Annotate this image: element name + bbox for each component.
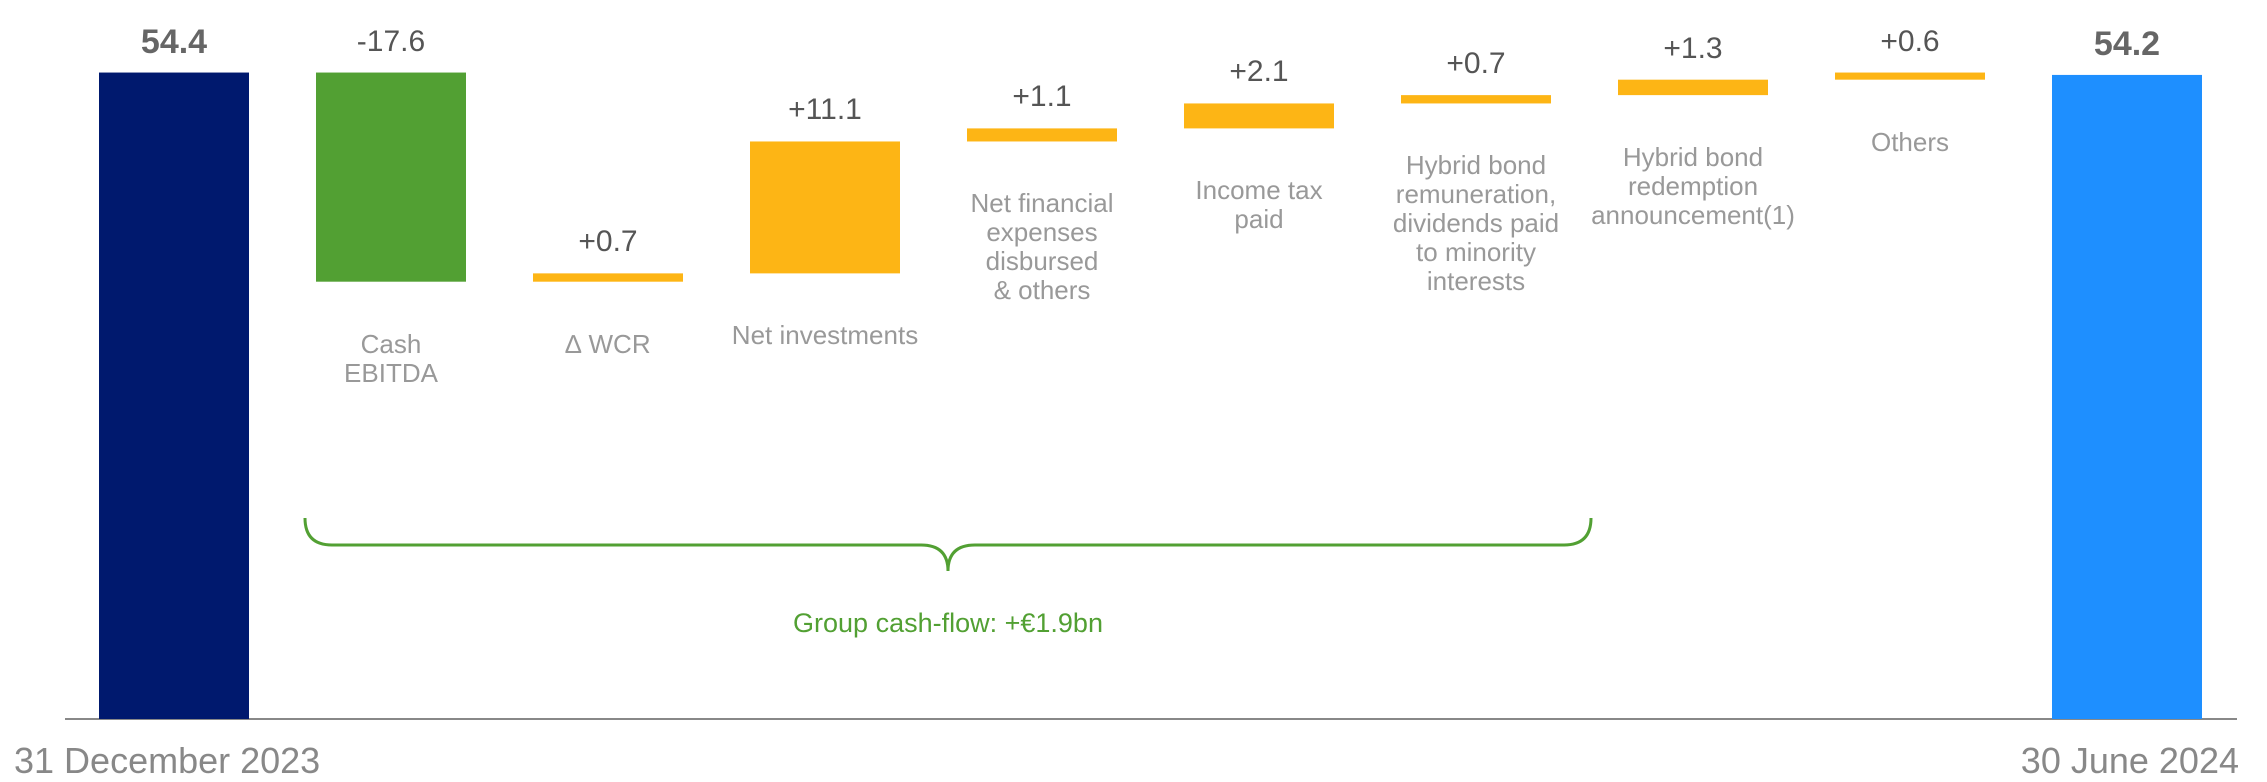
category-label: Hybrid bond remuneration, dividends paid… (1392, 150, 1560, 297)
value-label: +2.1 (1229, 55, 1289, 89)
end-bar (2052, 74, 2202, 719)
category-label: Net financial expenses disbursed & other… (970, 188, 1114, 306)
annotation: Group cash-flow: +€1.9bn (793, 608, 1103, 638)
category-label: Net investments (731, 320, 919, 351)
value-label: +1.1 (1012, 80, 1072, 114)
value-label: -17.6 (356, 24, 426, 58)
step-bar (1184, 103, 1334, 129)
step-bar (750, 141, 900, 274)
category-label: ∆ WCR (565, 328, 651, 359)
category-label: Income tax paid (1195, 175, 1323, 235)
category-label: Hybrid bond redemption announcement(1) (1591, 142, 1795, 231)
value-label: +11.1 (788, 93, 862, 127)
start-bar (99, 72, 249, 719)
value-label: +1.3 (1663, 31, 1723, 65)
start-value: 54.4 (140, 22, 208, 61)
step-bar (533, 273, 683, 282)
end-value: 54.2 (2093, 24, 2161, 63)
category-label: Cash EBITDA (344, 328, 438, 388)
category-label: Others (1870, 126, 1950, 157)
start-date: 31 December 2023 (14, 740, 321, 781)
step-bar (967, 128, 1117, 142)
brace (303, 517, 1593, 572)
step-bar (1401, 95, 1551, 104)
step-bar (1835, 72, 1985, 80)
value-label: +0.7 (1446, 47, 1506, 81)
value-label: +0.6 (1880, 24, 1940, 58)
step-bar (1618, 79, 1768, 96)
step-bar (316, 72, 466, 282)
end-date: 30 June 2024 (2020, 740, 2239, 781)
value-label: +0.7 (578, 225, 638, 259)
